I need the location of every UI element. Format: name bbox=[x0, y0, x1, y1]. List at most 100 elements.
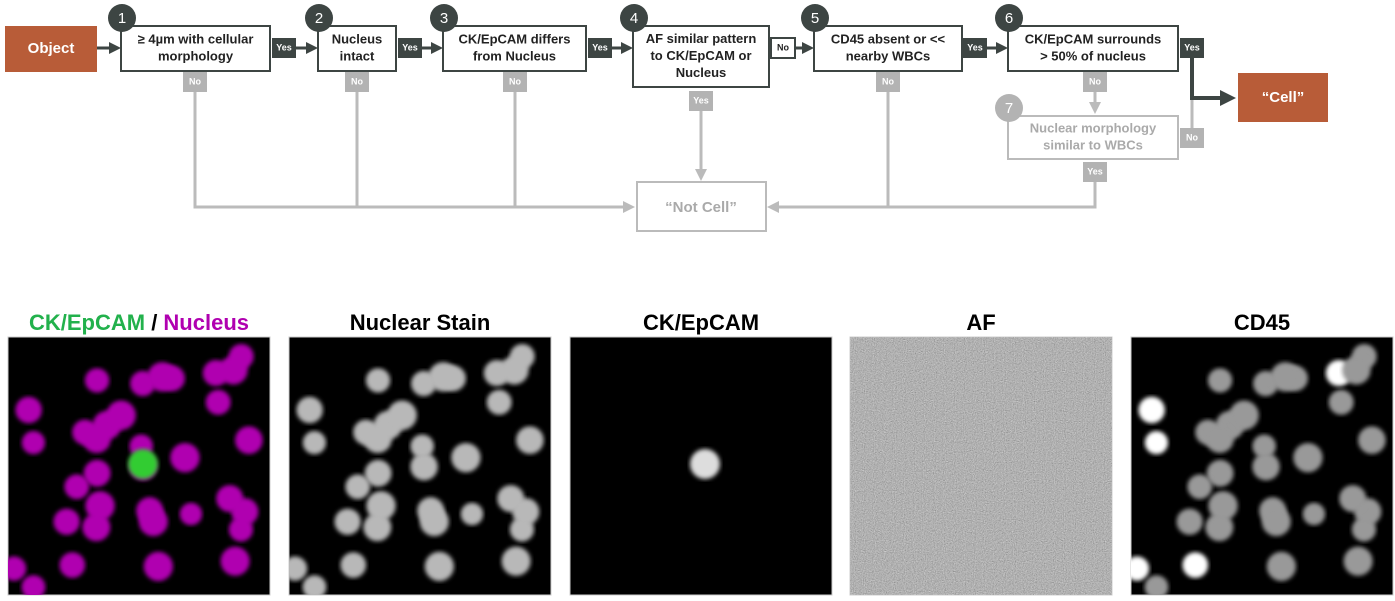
cell bbox=[216, 485, 244, 513]
step-number: 6 bbox=[1005, 10, 1013, 27]
decision-text: nearby WBCs bbox=[846, 48, 931, 63]
result-cell: “Cell” bbox=[1262, 89, 1305, 106]
edge-label-box bbox=[876, 72, 900, 92]
step-badge bbox=[995, 94, 1023, 122]
cell bbox=[15, 396, 42, 424]
cell bbox=[486, 389, 512, 415]
cell bbox=[363, 513, 392, 542]
cell bbox=[1131, 556, 1150, 581]
flowchart: Object ≥ 4µm with cellular morphology 1 Yes N… bbox=[5, 4, 1328, 232]
step-badge bbox=[305, 4, 333, 32]
image-content bbox=[1131, 343, 1386, 595]
micrograph bbox=[288, 336, 552, 596]
cell bbox=[179, 502, 203, 526]
cell bbox=[219, 355, 248, 385]
cell bbox=[143, 551, 173, 582]
result-box bbox=[636, 181, 767, 232]
cell bbox=[410, 452, 438, 481]
edge-label: No bbox=[189, 76, 201, 86]
decision-text: ≥ 4µm with cellular bbox=[138, 31, 254, 46]
edge-label-box bbox=[345, 72, 369, 92]
decision-box bbox=[1007, 25, 1179, 72]
cell bbox=[1187, 474, 1213, 500]
cell bbox=[509, 517, 535, 542]
decision-box bbox=[813, 25, 963, 72]
panel-title: CK/EpCAM bbox=[643, 310, 759, 335]
decision-text: Nucleus bbox=[676, 65, 727, 80]
cell bbox=[1144, 431, 1169, 455]
decision-text: to CK/EpCAM or bbox=[650, 48, 751, 63]
cell bbox=[1229, 400, 1259, 430]
edge-label-box bbox=[1083, 72, 1107, 92]
edge-label: Yes bbox=[402, 42, 418, 52]
edge-label-box bbox=[1180, 128, 1204, 148]
cell bbox=[497, 485, 525, 513]
edge-label-box bbox=[183, 72, 207, 92]
cell bbox=[1351, 517, 1377, 542]
image-content bbox=[850, 337, 1112, 595]
cell bbox=[410, 434, 434, 459]
image-content bbox=[690, 449, 720, 479]
cell bbox=[1182, 552, 1209, 578]
decision-text: AF similar pattern bbox=[646, 31, 757, 46]
step-badge bbox=[108, 4, 136, 32]
cell bbox=[302, 575, 327, 595]
cell bbox=[1302, 502, 1326, 526]
edge-label: Yes bbox=[276, 42, 292, 52]
edge-label: Yes bbox=[1184, 42, 1200, 52]
cell bbox=[345, 474, 371, 500]
cell bbox=[424, 551, 454, 582]
cell bbox=[1207, 368, 1233, 393]
result-not-cell: “Not Cell” bbox=[665, 199, 737, 216]
title-part: CK/EpCAM bbox=[29, 310, 145, 335]
cell bbox=[235, 426, 263, 455]
decision-text: > 50% of nucleus bbox=[1040, 48, 1146, 63]
connectors bbox=[97, 42, 1236, 213]
decision-text: Nucleus bbox=[332, 31, 383, 46]
cell bbox=[296, 396, 323, 424]
cell bbox=[64, 474, 90, 500]
panel-title: CD45 bbox=[1234, 310, 1290, 335]
cell bbox=[302, 431, 327, 455]
edge-label-box bbox=[588, 38, 612, 58]
cell bbox=[1252, 434, 1276, 459]
image-panels: CK/EpCAM / Nucleus Nuclear Stain CK/EpCAM A… bbox=[7, 310, 1394, 596]
step-number: 3 bbox=[440, 10, 448, 27]
cell bbox=[82, 513, 111, 542]
cell bbox=[516, 426, 544, 455]
cell bbox=[690, 449, 720, 479]
cell bbox=[138, 507, 168, 537]
panel-title: AF bbox=[966, 310, 995, 335]
cell bbox=[82, 424, 111, 454]
decision-text: intact bbox=[340, 48, 375, 63]
edge-label: No bbox=[777, 42, 789, 52]
cell bbox=[334, 508, 361, 535]
edge-label-box bbox=[503, 72, 527, 92]
edge-label: No bbox=[351, 76, 363, 86]
cell bbox=[21, 575, 46, 595]
cell bbox=[1270, 362, 1300, 392]
decision-box bbox=[632, 25, 770, 88]
cell bbox=[500, 355, 529, 385]
cell bbox=[85, 491, 115, 521]
decision-text: CK/EpCAM surrounds bbox=[1025, 31, 1162, 46]
cell bbox=[1266, 551, 1296, 582]
edge-label-box bbox=[272, 38, 296, 58]
cell bbox=[8, 556, 27, 581]
cell bbox=[1293, 442, 1323, 473]
title-part: Nucleus bbox=[163, 310, 249, 335]
panel-title: CK/EpCAM / Nucleus bbox=[29, 310, 249, 335]
edge-label: No bbox=[1186, 132, 1198, 142]
cell bbox=[1176, 508, 1203, 535]
cell bbox=[366, 491, 396, 521]
cell bbox=[147, 362, 177, 392]
cell bbox=[460, 502, 484, 526]
edge-label-box bbox=[398, 38, 422, 58]
micrograph bbox=[7, 336, 271, 596]
image-content bbox=[289, 343, 544, 595]
cell bbox=[1138, 396, 1165, 424]
edge-label-box bbox=[689, 91, 713, 111]
cell bbox=[128, 449, 158, 479]
cell bbox=[1205, 513, 1234, 542]
step-number: 4 bbox=[630, 10, 638, 27]
